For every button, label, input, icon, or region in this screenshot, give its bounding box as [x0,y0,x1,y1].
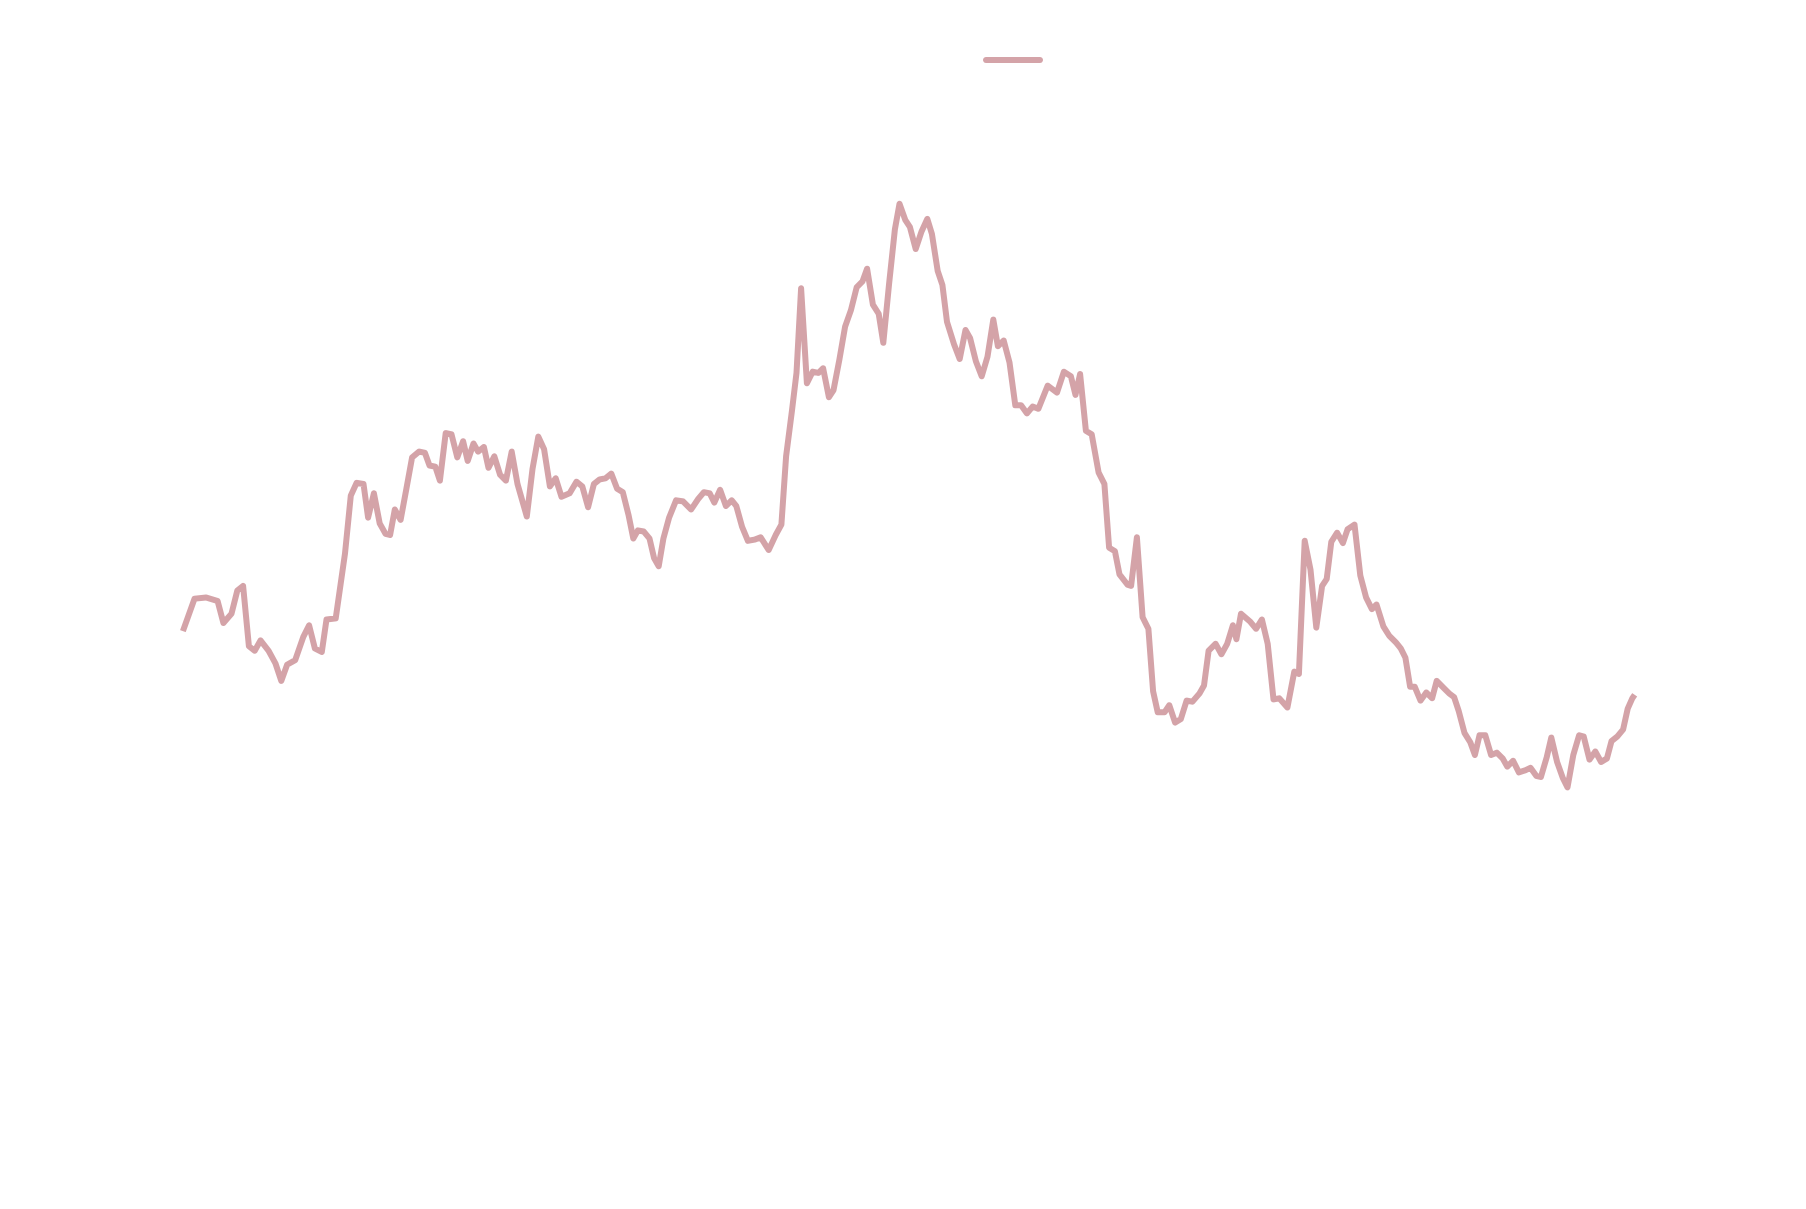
line-series [180,200,1638,791]
